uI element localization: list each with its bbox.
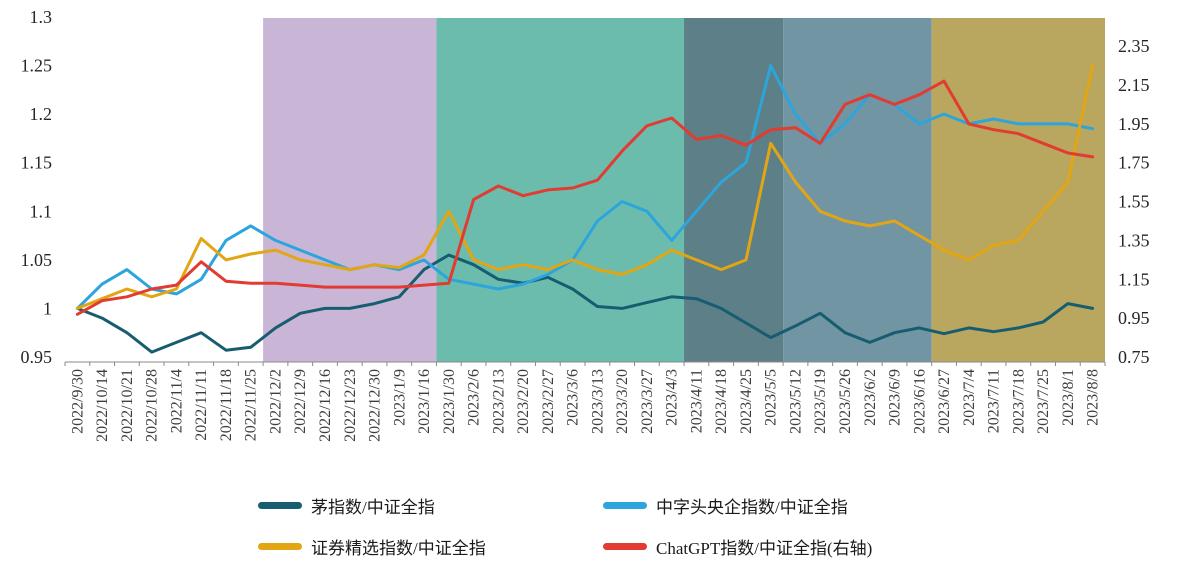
x-axis-tick-label: 2023/1/16 <box>416 369 433 434</box>
x-axis-tick-label: 2022/12/30 <box>367 369 384 442</box>
x-axis-tick-label: 2022/11/25 <box>243 369 260 441</box>
legend-item-chatgpt-index: ChatGPT指数/中证全指(右轴) <box>603 534 872 559</box>
x-axis-tick-label: 2022/11/4 <box>168 369 185 433</box>
x-axis-tick-label: 2022/12/16 <box>317 369 334 442</box>
chart-legend: 茅指数/中证全指 中字头央企指数/中证全指 证券精选指数/中证全指 ChatGP… <box>258 493 1182 559</box>
legend-marker-central-soe-index <box>603 502 647 509</box>
x-axis-tick-label: 2022/11/18 <box>218 369 235 441</box>
right-axis-tick-label: 0.95 <box>1118 308 1150 328</box>
x-axis-tick-label: 2023/5/5 <box>763 369 780 426</box>
x-axis-tick-label: 2023/6/9 <box>887 369 904 426</box>
x-axis-tick-label: 2023/2/20 <box>515 369 532 434</box>
x-axis-tick-label: 2023/6/2 <box>862 369 879 426</box>
x-axis-tick-label: 2023/7/4 <box>961 369 978 426</box>
x-axis-tick-label: 2023/4/3 <box>664 369 681 426</box>
highlight-band <box>263 18 437 362</box>
x-axis-tick-label: 2023/1/30 <box>441 369 458 434</box>
left-axis-tick-label: 1 <box>43 298 52 318</box>
left-axis-tick-label: 1.2 <box>30 104 53 124</box>
x-axis-tick-label: 2023/4/25 <box>738 369 755 434</box>
legend-marker-securities-select-index <box>258 543 302 550</box>
series-line-mao-index <box>75 253 1095 354</box>
x-axis-tick-label: 2023/4/18 <box>713 369 730 434</box>
left-axis-tick-label: 1.3 <box>30 7 53 27</box>
x-axis-tick-label: 2023/3/20 <box>614 369 631 434</box>
x-axis-tick-label: 2022/11/11 <box>193 369 210 441</box>
legend-item-central-soe-index: 中字头央企指数/中证全指 <box>603 493 872 518</box>
x-axis-tick-label: 2023/8/1 <box>1060 369 1077 426</box>
right-axis-tick-label: 1.35 <box>1118 230 1150 250</box>
x-axis-tick-label: 2023/3/27 <box>639 369 656 434</box>
legend-label-mao-index: 茅指数/中证全指 <box>311 498 435 517</box>
line-chart: 0.95 1 1.05 1.1 1.15 1.2 1.25 1.3 0.75 0.95 1.15 1.… <box>21 7 1150 442</box>
series-line-chatgpt-index <box>75 79 1095 316</box>
legend-marker-chatgpt-index <box>603 543 647 550</box>
x-axis-tick-label: 2023/6/27 <box>936 369 953 434</box>
x-axis-tick-label: 2022/12/23 <box>342 369 359 442</box>
legend-item-securities-select-index: 证券精选指数/中证全指 <box>258 534 603 559</box>
right-axis-tick-label: 2.35 <box>1118 36 1150 56</box>
x-axis-tick-label: 2022/9/30 <box>69 369 86 434</box>
legend-label-central-soe-index: 中字头央企指数/中证全指 <box>656 498 848 517</box>
right-axis-tick-label: 1.95 <box>1118 114 1150 134</box>
x-axis-tick-label: 2023/2/13 <box>490 369 507 434</box>
highlight-band <box>931 18 1105 362</box>
series-line-central-soe-index <box>75 64 1095 310</box>
x-axis-tick-label: 2022/12/2 <box>267 369 284 434</box>
x-axis-tick-label: 2023/5/12 <box>787 369 804 434</box>
x-axis-tick-label: 2023/8/8 <box>1085 369 1102 426</box>
x-axis-tick-label: 2023/4/11 <box>688 369 705 433</box>
x-axis-tick-label: 2023/2/27 <box>540 369 557 434</box>
legend-marker-mao-index <box>258 502 302 509</box>
right-axis-tick-label: 1.75 <box>1118 153 1150 173</box>
left-axis-tick-label: 0.95 <box>21 347 53 367</box>
x-axis-tick-label: 2023/7/25 <box>1035 369 1052 434</box>
x-axis-tick-label: 2022/10/28 <box>144 369 161 442</box>
x-axis-tick-label: 2023/1/9 <box>391 369 408 426</box>
x-axis-tick-label: 2023/5/19 <box>812 369 829 434</box>
series-line-securities-select-index <box>75 64 1095 310</box>
left-axis-tick-label: 1.15 <box>21 153 53 173</box>
legend-item-mao-index: 茅指数/中证全指 <box>258 493 603 518</box>
x-axis-tick-label: 2023/2/6 <box>466 369 483 426</box>
right-axis-tick-label: 0.75 <box>1118 347 1150 367</box>
x-axis-tick-label: 2023/3/6 <box>565 369 582 426</box>
right-axis-tick-label: 1.55 <box>1118 192 1150 212</box>
legend-label-chatgpt-index: ChatGPT指数/中证全指(右轴) <box>656 539 873 558</box>
highlight-band <box>684 18 784 362</box>
right-axis-tick-label: 2.15 <box>1118 75 1150 95</box>
left-axis-tick-label: 1.1 <box>30 201 53 221</box>
right-axis-tick-label: 1.15 <box>1118 269 1150 289</box>
left-axis-tick-label: 1.05 <box>21 250 53 270</box>
x-axis-tick-label: 2023/7/18 <box>1010 369 1027 434</box>
x-axis-tick-label: 2023/3/13 <box>589 369 606 434</box>
x-axis-tick-label: 2023/5/26 <box>837 369 854 434</box>
x-axis-tick-label: 2023/7/11 <box>986 369 1003 433</box>
x-axis-tick-label: 2022/12/9 <box>292 369 309 434</box>
highlight-band <box>783 18 932 362</box>
x-axis-tick-label: 2022/10/21 <box>119 369 136 442</box>
x-axis-tick-label: 2022/10/14 <box>94 369 111 442</box>
left-axis-tick-label: 1.25 <box>21 56 53 76</box>
legend-label-securities-select-index: 证券精选指数/中证全指 <box>311 539 486 558</box>
x-axis-tick-label: 2023/6/16 <box>911 369 928 434</box>
